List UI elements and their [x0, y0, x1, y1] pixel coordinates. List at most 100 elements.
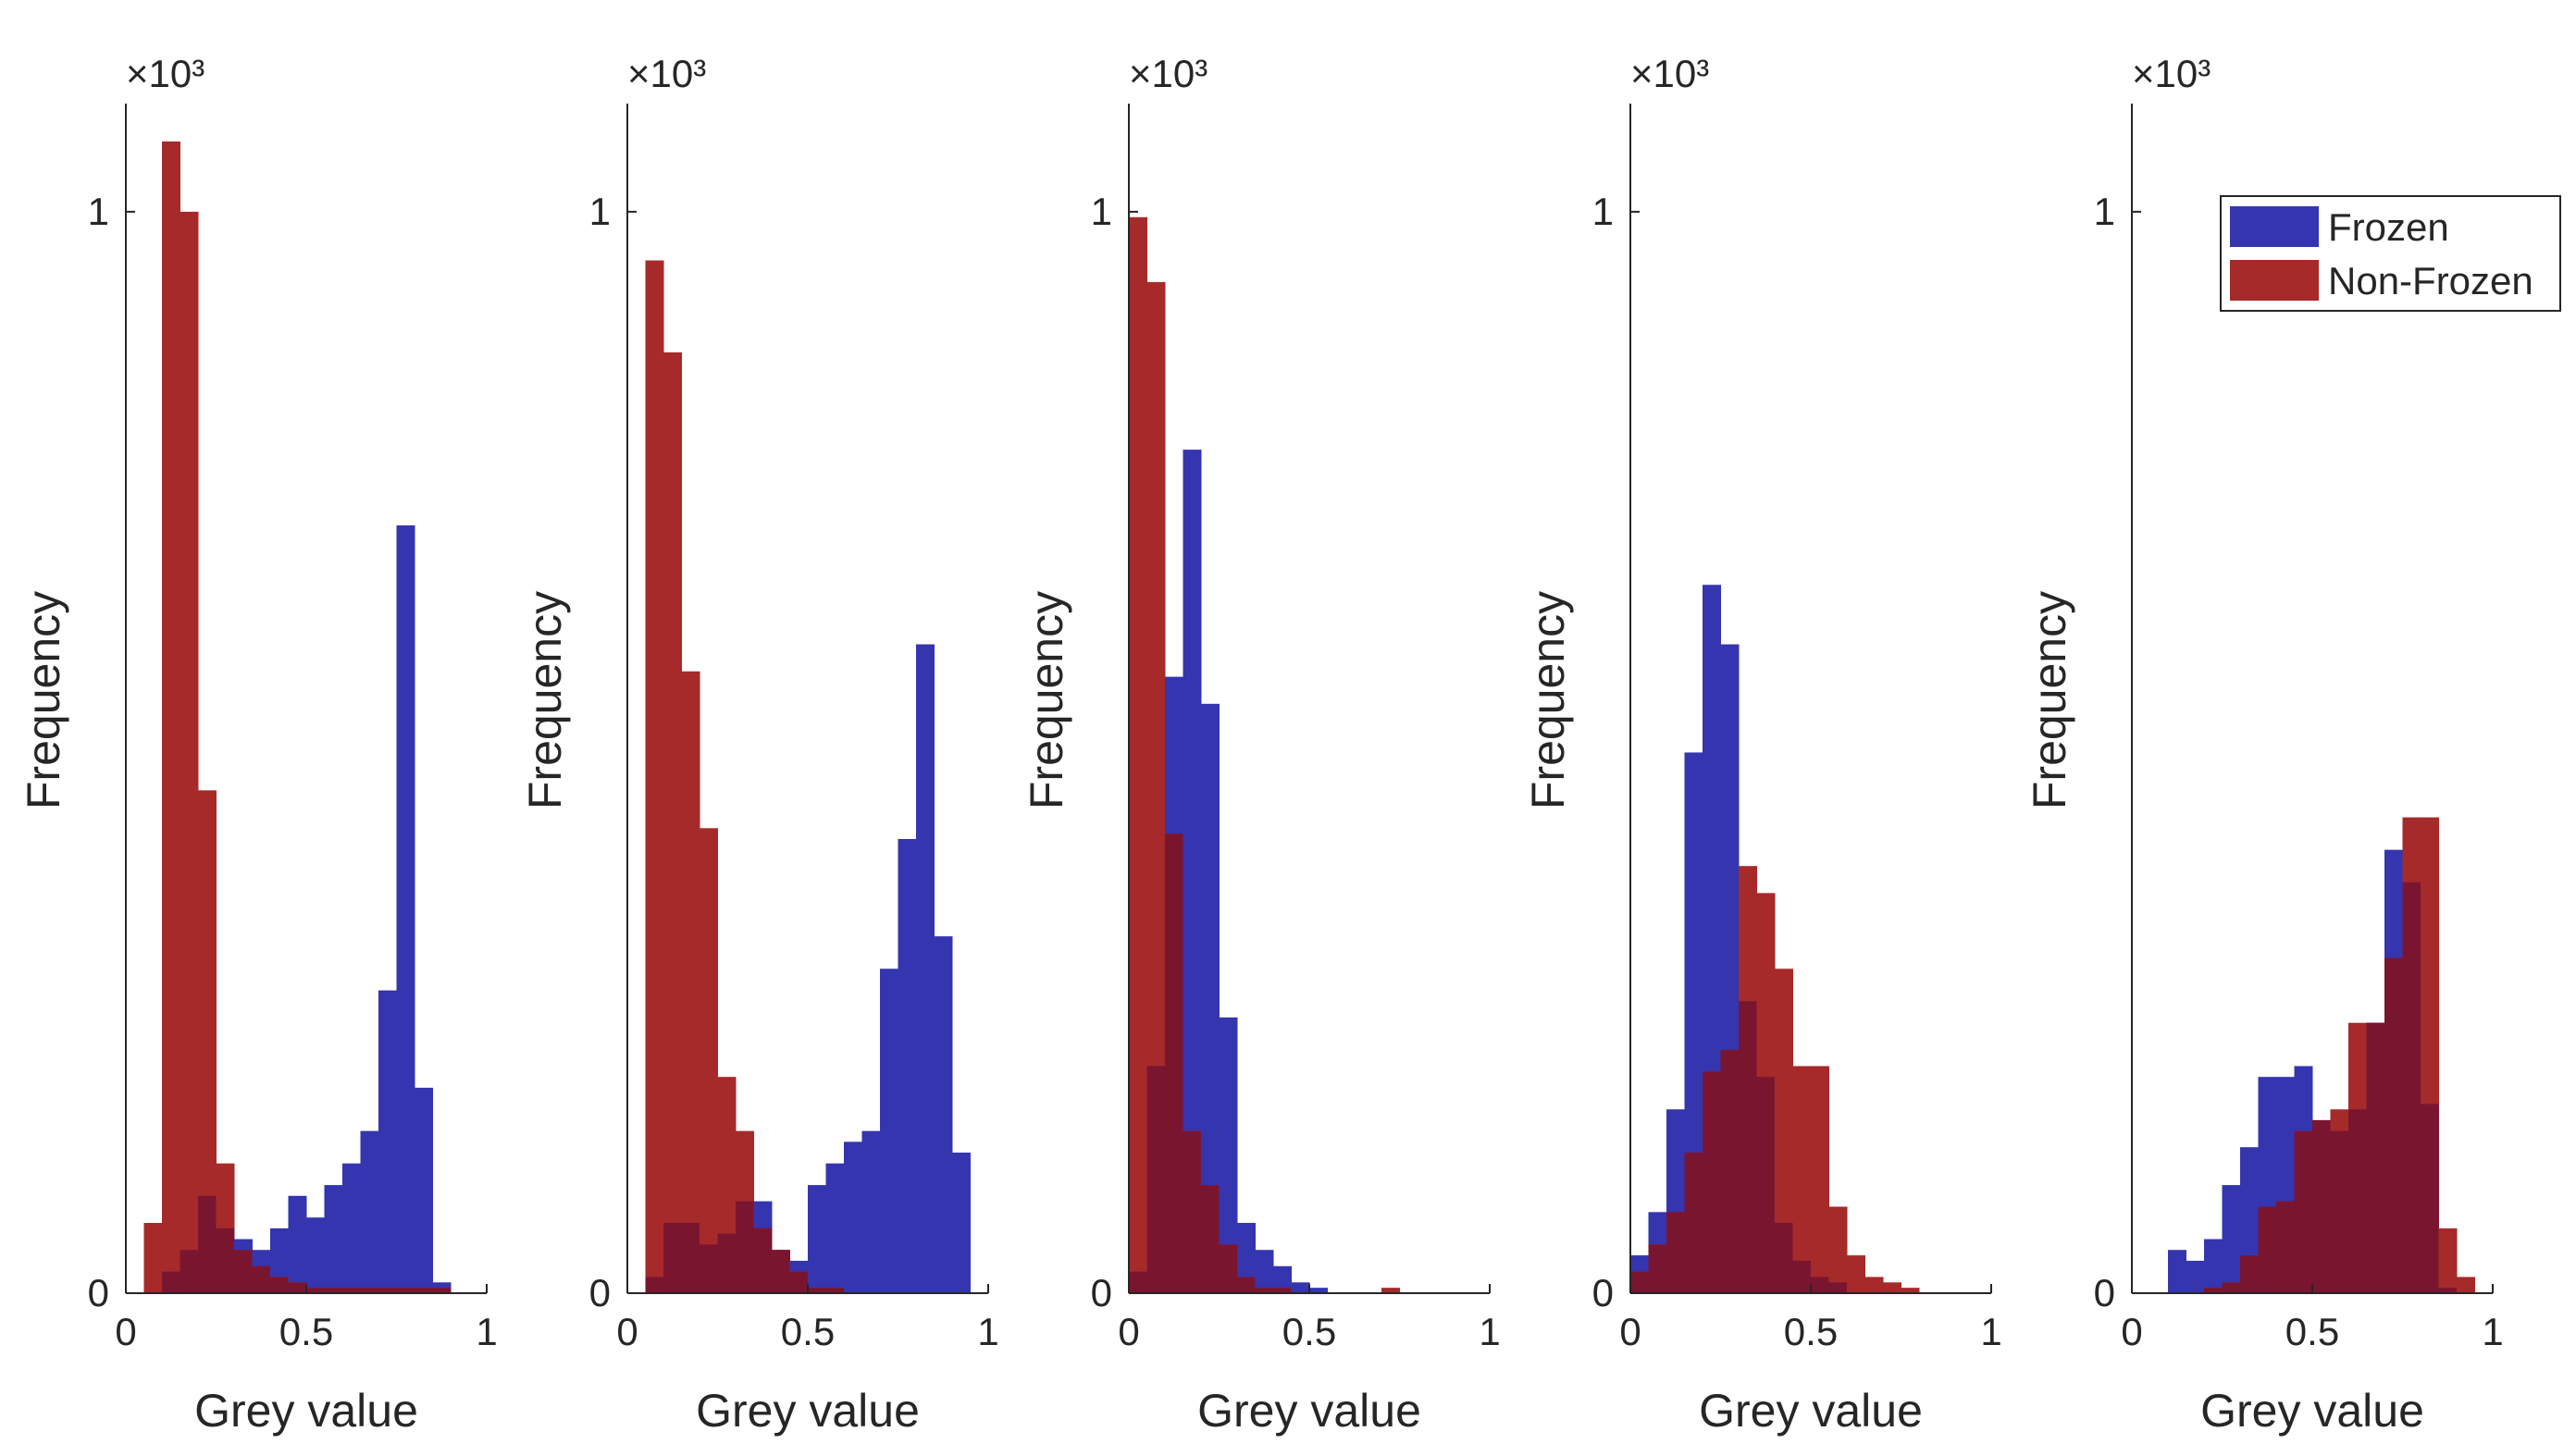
- y-exponent-label: ×10³: [1129, 52, 1208, 95]
- x-tick-label: 1: [977, 1310, 998, 1353]
- y-axis-label: Frequency: [18, 591, 69, 809]
- bar-nonfrozen: [143, 1223, 163, 1293]
- bar-frozen: [934, 936, 953, 1293]
- y-tick-label: 0: [589, 1271, 611, 1314]
- bar-overlap: [663, 1223, 682, 1293]
- bar-nonfrozen: [162, 141, 180, 1293]
- x-tick-label: 0.5: [2285, 1310, 2339, 1353]
- bar-overlap: [1146, 1066, 1166, 1293]
- bar-nonfrozen: [2438, 1228, 2458, 1293]
- y-tick-label: 1: [88, 190, 109, 233]
- bar-overlap: [288, 1282, 307, 1293]
- y-axis-label: Frequency: [519, 591, 571, 809]
- bar-frozen: [396, 524, 415, 1293]
- bar-nonfrozen: [1146, 281, 1166, 1293]
- bar-frozen: [2186, 1260, 2205, 1293]
- bar-nonfrozen: [645, 260, 664, 1293]
- bar-frozen: [844, 1141, 862, 1293]
- bar-frozen: [1291, 1282, 1310, 1293]
- bar-overlap: [1255, 1288, 1274, 1293]
- bar-overlap: [1237, 1277, 1256, 1293]
- bar-frozen: [1183, 450, 1202, 1293]
- histogram-panel-2: 0 0.5 1 0 1 ×10³ Grey value Frequency: [519, 52, 999, 1437]
- bar-overlap: [1828, 1282, 1848, 1293]
- bar-frozen: [1219, 1017, 1238, 1293]
- bar-overlap: [681, 1223, 700, 1293]
- y-exponent-label: ×10³: [126, 52, 204, 95]
- bar-frozen: [378, 990, 397, 1293]
- bar-overlap: [2384, 957, 2403, 1293]
- x-axis-label: Grey value: [696, 1385, 920, 1437]
- bar-overlap: [396, 1288, 415, 1293]
- y-exponent-label: ×10³: [627, 52, 706, 95]
- y-exponent-label: ×10³: [2132, 52, 2211, 95]
- x-tick-label: 0: [2121, 1310, 2142, 1353]
- x-tick-label: 0.5: [1282, 1310, 1336, 1353]
- legend-label-frozen: Frozen: [2328, 205, 2449, 249]
- bar-frozen: [2204, 1239, 2223, 1293]
- bar-nonfrozen: [1847, 1255, 1865, 1293]
- bar-overlap: [162, 1271, 180, 1293]
- bar-frozen: [825, 1163, 845, 1293]
- bar-frozen: [861, 1130, 881, 1293]
- bar-overlap: [1720, 1049, 1740, 1293]
- bar-overlap: [2258, 1206, 2277, 1293]
- bar-overlap: [1648, 1244, 1667, 1293]
- bar-frozen: [2168, 1250, 2186, 1293]
- x-tick-label: 0.5: [781, 1310, 835, 1353]
- legend-swatch-frozen: [2230, 206, 2319, 247]
- bar-overlap: [1703, 1071, 1721, 1293]
- bar-overlap: [1811, 1277, 1829, 1293]
- x-tick-label: 0: [1118, 1310, 1139, 1353]
- y-tick-label: 0: [88, 1271, 109, 1314]
- y-tick-label: 0: [1592, 1271, 1614, 1314]
- bar-overlap: [2294, 1130, 2313, 1293]
- bar-overlap: [198, 1195, 217, 1293]
- histogram-panel-4: 0 0.5 1 0 1 ×10³ Grey value Frequency: [1522, 52, 2002, 1437]
- bar-overlap: [1183, 1130, 1202, 1293]
- bar-overlap: [252, 1265, 271, 1293]
- bar-nonfrozen: [1775, 969, 1793, 1293]
- bar-frozen: [952, 1153, 971, 1293]
- bar-frozen: [360, 1130, 379, 1293]
- bar-frozen: [306, 1217, 325, 1293]
- bar-overlap: [270, 1277, 289, 1293]
- bar-overlap: [700, 1244, 718, 1293]
- x-tick-label: 1: [1479, 1310, 1500, 1353]
- legend: Frozen Non-Frozen: [2220, 195, 2561, 312]
- bar-overlap: [2204, 1288, 2223, 1293]
- bar-overlap: [415, 1288, 433, 1293]
- bar-overlap: [772, 1250, 790, 1293]
- bar-nonfrozen: [180, 211, 199, 1294]
- y-axis-label: Frequency: [2024, 591, 2075, 809]
- bar-frozen: [415, 1087, 433, 1293]
- bar-overlap: [2348, 1109, 2367, 1293]
- bar-overlap: [1201, 1185, 1220, 1293]
- bar-overlap: [432, 1288, 452, 1293]
- x-axis-label: Grey value: [194, 1385, 418, 1437]
- y-tick-label: 1: [1091, 190, 1112, 233]
- bar-overlap: [2366, 1022, 2385, 1293]
- x-tick-label: 0.5: [1784, 1310, 1838, 1353]
- bar-frozen: [880, 969, 898, 1293]
- bar-frozen: [1255, 1250, 1274, 1293]
- histogram-panels: 0 0.5 1 0 1 ×10³ Grey value Frequency 0 0.5 1 0 1 ×10…: [18, 52, 2504, 1437]
- bar-overlap: [1775, 1223, 1793, 1293]
- bar-overlap: [360, 1288, 379, 1293]
- bar-overlap: [753, 1228, 773, 1293]
- y-tick-label: 1: [589, 190, 611, 233]
- bar-overlap: [1739, 1001, 1757, 1293]
- bar-nonfrozen: [198, 790, 217, 1293]
- x-axis-label: Grey value: [2200, 1385, 2424, 1437]
- bar-overlap: [2240, 1255, 2259, 1293]
- bar-frozen: [1201, 703, 1220, 1293]
- bar-overlap: [180, 1250, 199, 1293]
- bar-overlap: [789, 1271, 809, 1293]
- bar-frozen: [288, 1195, 307, 1293]
- bar-overlap: [306, 1288, 325, 1293]
- bar-frozen: [916, 644, 935, 1293]
- bar-frozen: [2222, 1185, 2241, 1293]
- bar-frozen: [342, 1163, 361, 1293]
- bar-overlap: [216, 1228, 235, 1293]
